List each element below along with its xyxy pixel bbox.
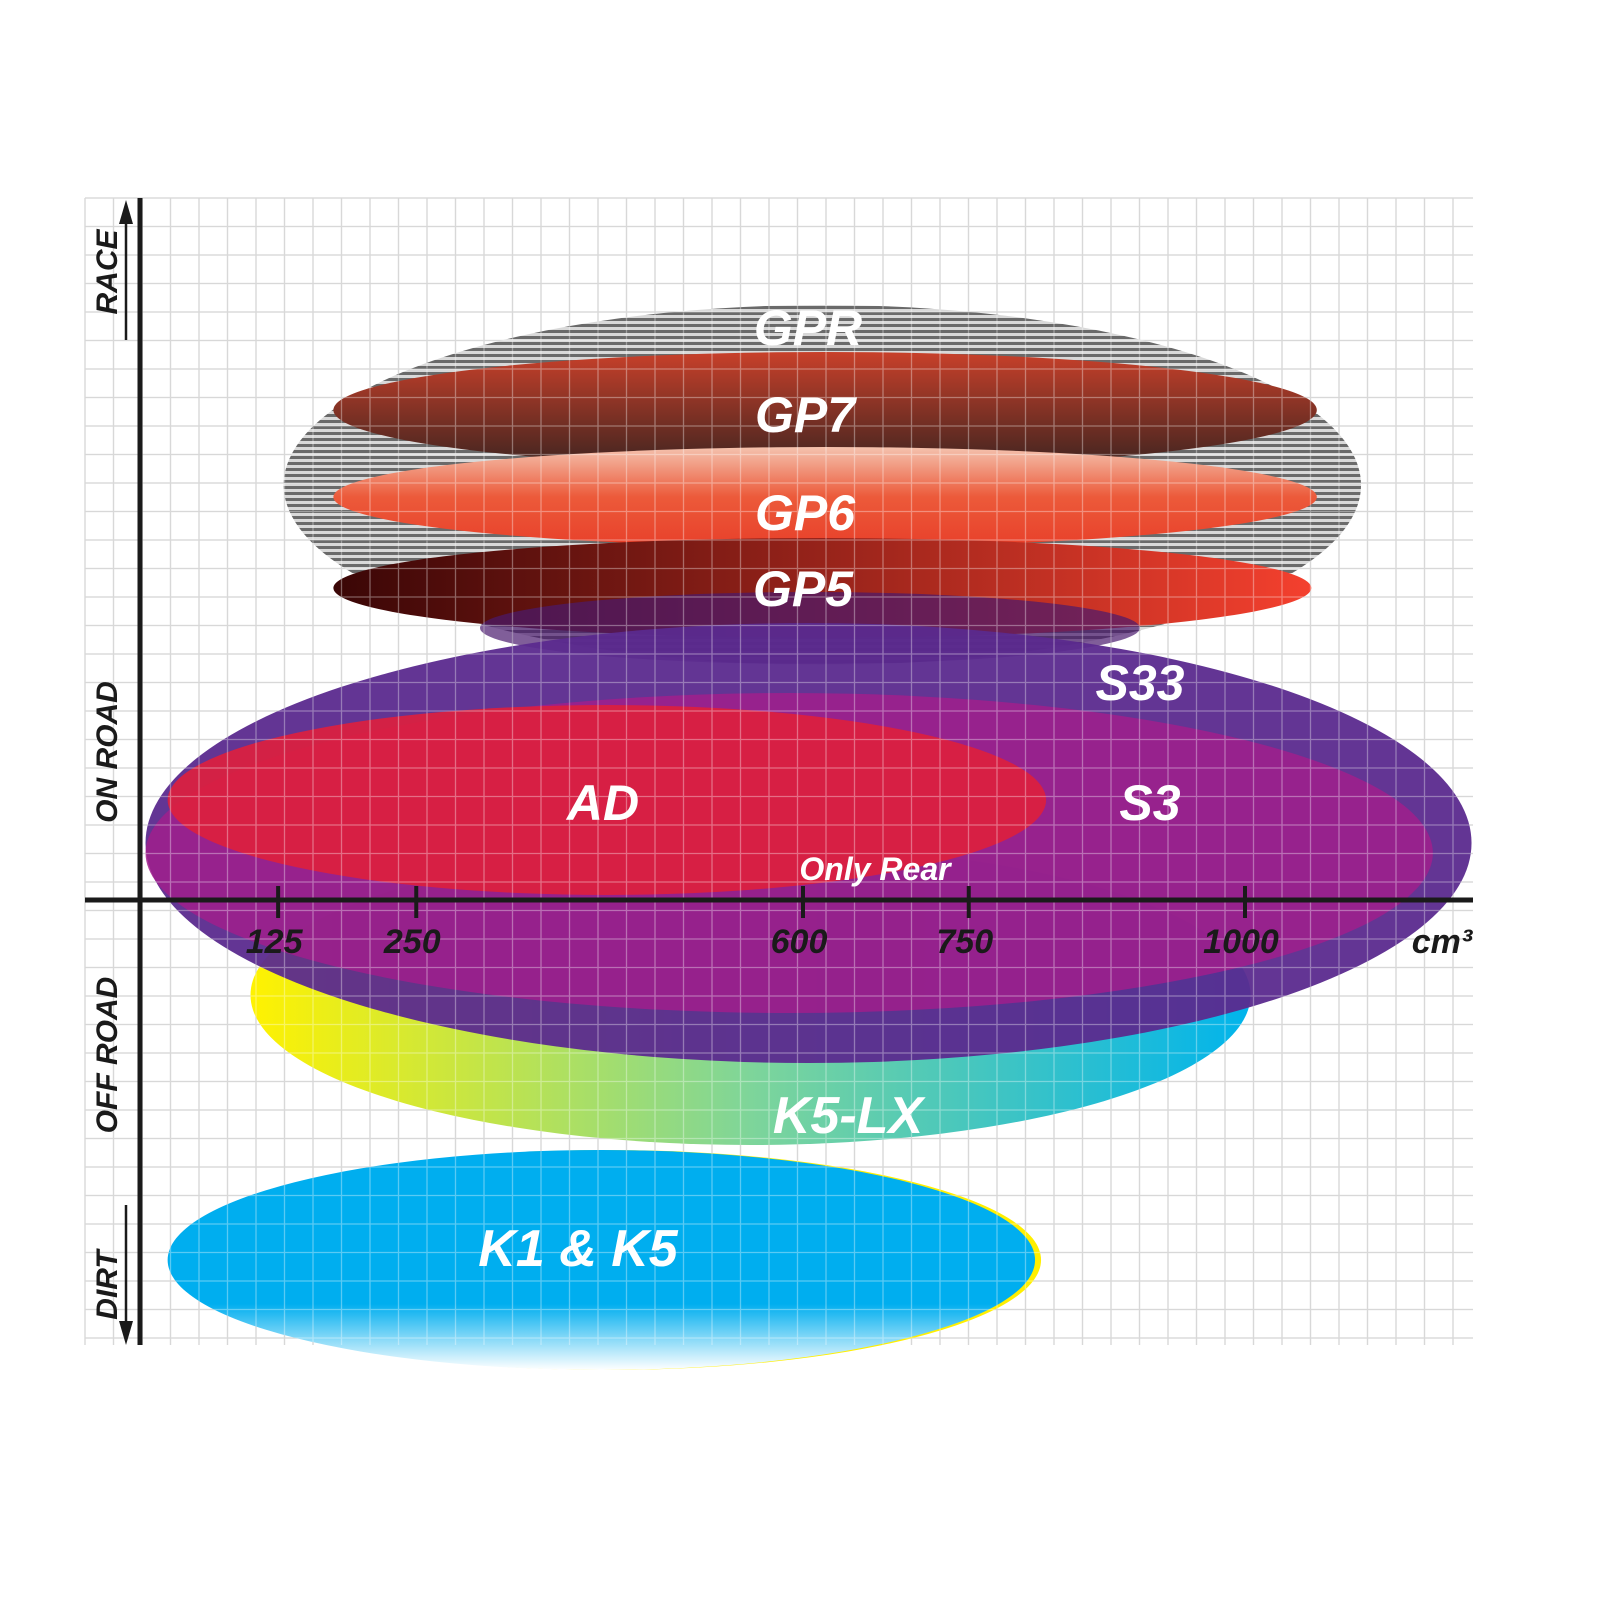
label-ad: AD bbox=[565, 775, 639, 831]
label-s33: S33 bbox=[1096, 655, 1185, 711]
label-s3: S3 bbox=[1119, 775, 1180, 831]
grid-overlay bbox=[84, 197, 1473, 1345]
y-category-on-road: ON ROAD bbox=[91, 681, 124, 823]
ellipses bbox=[145, 305, 1472, 1370]
series-labels: GPR GP7 GP6 GP5 K5-LX S33 S3 AD Only Rear K1 & K5 bbox=[478, 300, 1184, 1278]
dirt-arrow-down-icon bbox=[119, 1321, 133, 1345]
x-tick-label-750: 750 bbox=[936, 923, 993, 961]
ellipse-gp6 bbox=[333, 447, 1317, 547]
y-category-off-road: OFF ROAD bbox=[91, 977, 124, 1134]
ellipse-gp7 bbox=[333, 352, 1317, 468]
x-tick-label-125: 125 bbox=[246, 923, 304, 961]
label-k5-lx: K5-LX bbox=[773, 1087, 927, 1145]
y-category-race: RACE bbox=[91, 229, 124, 315]
x-tick-label-1000: 1000 bbox=[1203, 923, 1279, 961]
axes: 125 250 600 750 1000 cm³ RACE ON ROAD OFF ROAD DI… bbox=[85, 198, 1474, 1345]
label-gpr: GPR bbox=[754, 300, 862, 356]
y-category-dirt: DIRT bbox=[91, 1248, 124, 1320]
ellipse-ad bbox=[167, 705, 1047, 895]
x-axis-unit: cm³ bbox=[1412, 923, 1474, 961]
label-gp7: GP7 bbox=[755, 387, 857, 443]
label-ad-note: Only Rear bbox=[799, 851, 952, 887]
race-arrow-up-icon bbox=[119, 200, 133, 224]
x-tick-label-600: 600 bbox=[771, 923, 828, 961]
label-gp5: GP5 bbox=[753, 561, 854, 617]
ellipse-k1-k5 bbox=[167, 1150, 1036, 1370]
label-gp6: GP6 bbox=[755, 485, 856, 541]
label-k1-k5: K1 & K5 bbox=[478, 1220, 678, 1278]
x-tick-label-250: 250 bbox=[383, 923, 441, 961]
